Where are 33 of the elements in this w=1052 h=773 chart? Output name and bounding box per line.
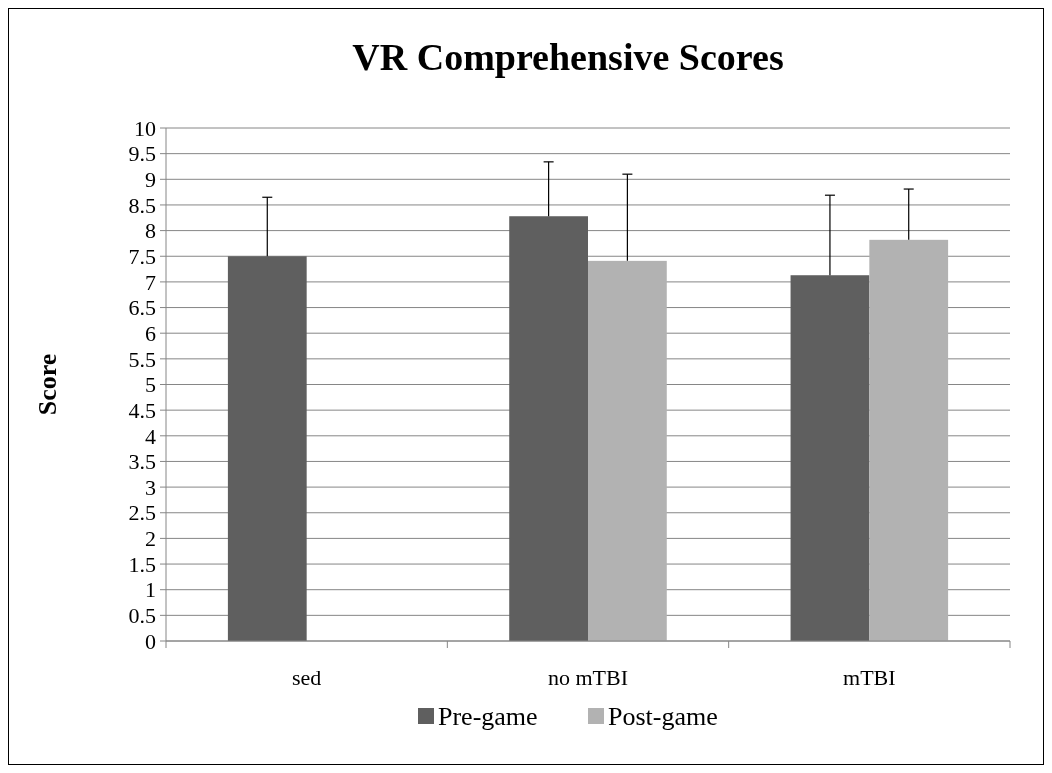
y-tick-label: 2.5: [128, 500, 156, 526]
y-tick-label: 9.5: [128, 141, 156, 167]
y-tick-label: 9: [145, 167, 156, 192]
x-tick-label: no mTBI: [547, 665, 629, 690]
y-tick-label: 1.5: [128, 551, 156, 577]
y-tick-label: 6: [145, 320, 156, 346]
chart-title: VR Comprehensive Scores: [352, 36, 784, 78]
y-tick-label: 4: [145, 423, 156, 449]
y-tick-label: 8: [145, 218, 156, 244]
y-tick-label: 3.5: [128, 449, 156, 475]
bar: [227, 256, 307, 641]
y-tick-label: 1: [145, 577, 156, 603]
bar: [509, 216, 588, 641]
y-tick-label: 6.5: [128, 295, 156, 321]
legend-label: Pre-game: [438, 702, 538, 732]
y-tick-label: 7.5: [128, 243, 156, 269]
y-tick-label: 2: [145, 526, 156, 552]
x-tick-label: mTBI: [843, 665, 896, 690]
y-tick-label: 4.5: [128, 397, 156, 423]
y-tick-label: 7: [145, 269, 156, 295]
y-axis-title: Score: [33, 353, 62, 416]
x-tick-label: sed: [292, 665, 322, 690]
y-tick-label: 8.5: [128, 192, 156, 218]
y-tick-label: 0: [145, 628, 156, 654]
y-tick-label: 0.5: [128, 603, 156, 629]
bar: [869, 239, 949, 641]
bar: [588, 260, 667, 641]
y-tick-label: 5.5: [128, 346, 156, 372]
bar: [790, 275, 870, 641]
legend-label: Post-game: [608, 702, 718, 732]
y-tick-label: 5: [145, 372, 156, 398]
y-tick-label: 3: [145, 474, 156, 500]
y-tick-label: 10: [134, 115, 156, 141]
